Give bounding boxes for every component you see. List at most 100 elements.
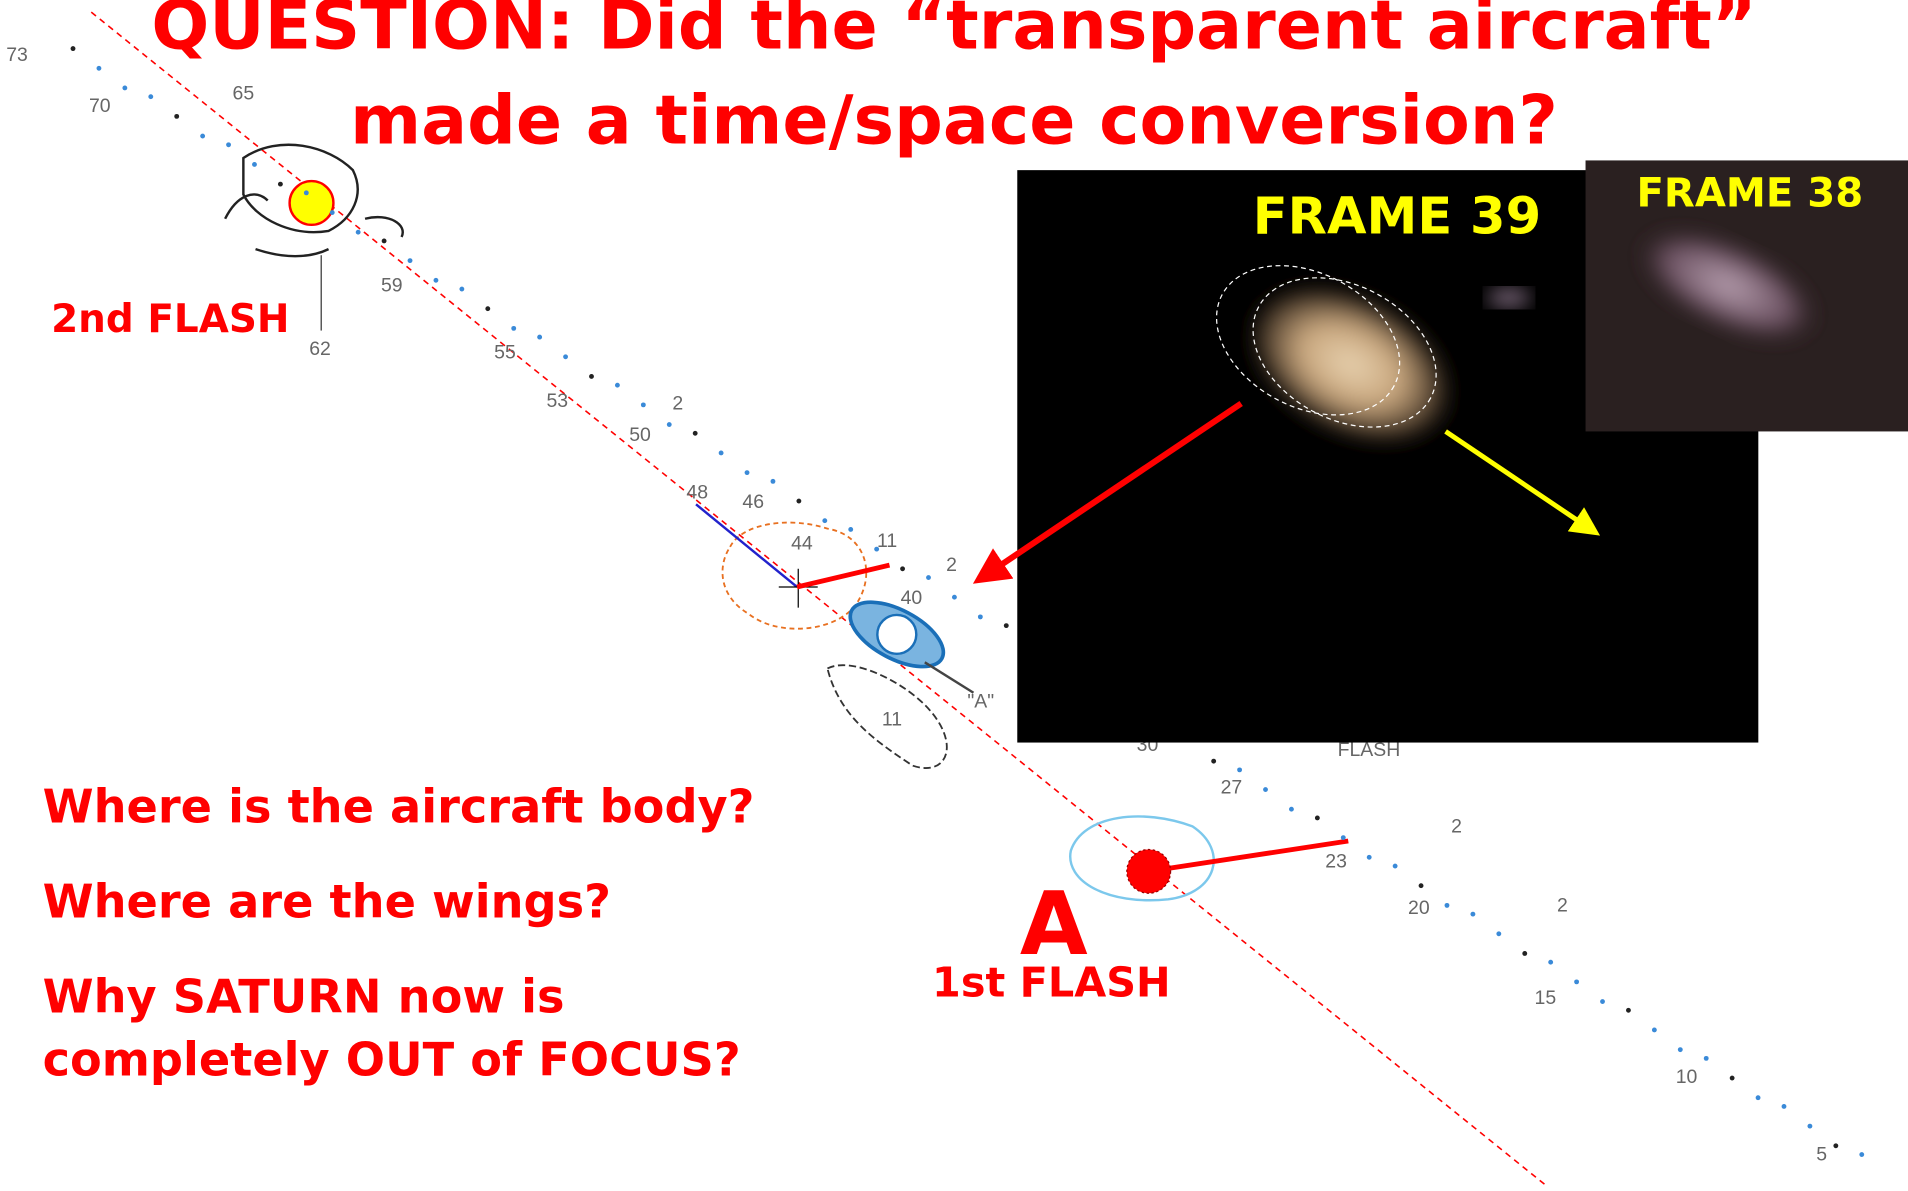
sketch-number: 2 — [946, 554, 957, 576]
dot — [1470, 911, 1476, 917]
dot — [1703, 1055, 1709, 1061]
sketch-number: 46 — [742, 491, 764, 513]
flash-label: 1st FLASH — [932, 959, 1171, 1007]
glow — [1486, 288, 1531, 308]
dots — [70, 46, 1865, 1157]
sketch-number: 2 — [1451, 815, 1462, 837]
dot — [926, 575, 931, 580]
saturn-sketch — [876, 613, 918, 656]
sketch-number: FLASH — [1338, 739, 1401, 761]
dot — [1314, 815, 1320, 821]
dot — [148, 94, 154, 100]
sketch-number: 23 — [1325, 851, 1347, 873]
sketch-number: 20 — [1408, 897, 1430, 919]
sketch-number: 44 — [791, 532, 813, 554]
cloud-outline — [721, 521, 868, 630]
dot — [1833, 1143, 1839, 1149]
dot — [1548, 959, 1554, 965]
frame-label: FRAME 39 — [1253, 187, 1541, 246]
question: Where is the aircraft body? — [43, 780, 755, 834]
title-line: QUESTION: Did the “transparent aircraft” — [151, 0, 1756, 66]
dot — [770, 478, 776, 484]
outline — [1215, 265, 1401, 416]
cloud-sketch — [224, 193, 404, 258]
sketch-number: 2 — [672, 393, 683, 415]
dot — [407, 258, 413, 264]
first-flash-marker — [1126, 848, 1172, 894]
dot — [900, 566, 906, 572]
saturn-blur — [1243, 280, 1459, 449]
questions: Where is the aircraft body? Where are the… — [43, 780, 755, 1087]
dot — [200, 133, 206, 139]
sketch-number: 73 — [6, 44, 28, 66]
dot — [277, 181, 283, 187]
dot — [563, 354, 568, 360]
dot — [537, 334, 543, 340]
yellow-arrow — [1444, 429, 1601, 536]
arrow — [924, 661, 975, 694]
dot — [1289, 806, 1294, 812]
dot — [640, 402, 646, 408]
dot — [1366, 854, 1372, 860]
dot — [744, 470, 750, 476]
dot — [1003, 623, 1009, 629]
dot — [1859, 1152, 1865, 1157]
sketch — [90, 11, 1546, 1186]
title-line: made a time/space conversion? — [350, 81, 1558, 160]
dot — [303, 190, 309, 196]
red-pointer — [1148, 838, 1349, 874]
sketch-number: 10 — [1676, 1066, 1698, 1088]
sketch-number: 50 — [629, 424, 651, 446]
sketch-number: 27 — [1221, 777, 1243, 799]
dot — [1755, 1095, 1761, 1101]
dot — [977, 614, 983, 620]
dot — [1444, 902, 1450, 908]
dot — [174, 113, 180, 119]
dot — [718, 450, 724, 456]
dot — [874, 546, 880, 552]
dot — [1211, 758, 1217, 764]
frame-label: FRAME 38 — [1636, 171, 1863, 217]
blue-segment — [695, 503, 798, 588]
dot — [355, 229, 361, 235]
dot — [692, 430, 698, 436]
sketch-number: 11 — [882, 709, 902, 731]
dot — [1522, 951, 1528, 956]
dot — [1807, 1123, 1813, 1129]
dot — [433, 277, 439, 283]
sketch-number: 48 — [686, 481, 708, 503]
dot — [96, 65, 102, 71]
dot — [796, 498, 802, 504]
dot — [511, 325, 517, 331]
flash-label: 2nd FLASH — [51, 297, 289, 342]
dot — [1340, 835, 1346, 841]
sketch-number: 5 — [1816, 1144, 1827, 1166]
cloud-outline — [1069, 815, 1215, 902]
dot — [226, 142, 231, 148]
dot — [1418, 883, 1424, 889]
dot — [1263, 787, 1268, 792]
dot — [485, 306, 491, 312]
dot — [848, 527, 854, 532]
dot — [1496, 931, 1502, 937]
cloud-sketch — [242, 143, 359, 234]
dot — [252, 162, 257, 167]
sketch-number: 70 — [89, 95, 111, 117]
sketch-number: 65 — [233, 83, 255, 105]
dot — [1651, 1027, 1657, 1033]
dot — [1729, 1075, 1735, 1081]
question: Where are the wings? — [43, 875, 611, 929]
sketch-number: 15 — [1535, 987, 1557, 1009]
sketch-number: 11 — [877, 530, 897, 552]
sketch-number: 62 — [309, 338, 331, 360]
sketch-number: 55 — [494, 342, 516, 364]
dot — [381, 238, 387, 244]
dot — [1392, 863, 1398, 869]
dot — [1781, 1104, 1787, 1109]
dot — [666, 422, 672, 427]
cloud-outline — [826, 664, 948, 769]
sketch-number: 59 — [381, 275, 403, 297]
dot — [329, 210, 335, 215]
